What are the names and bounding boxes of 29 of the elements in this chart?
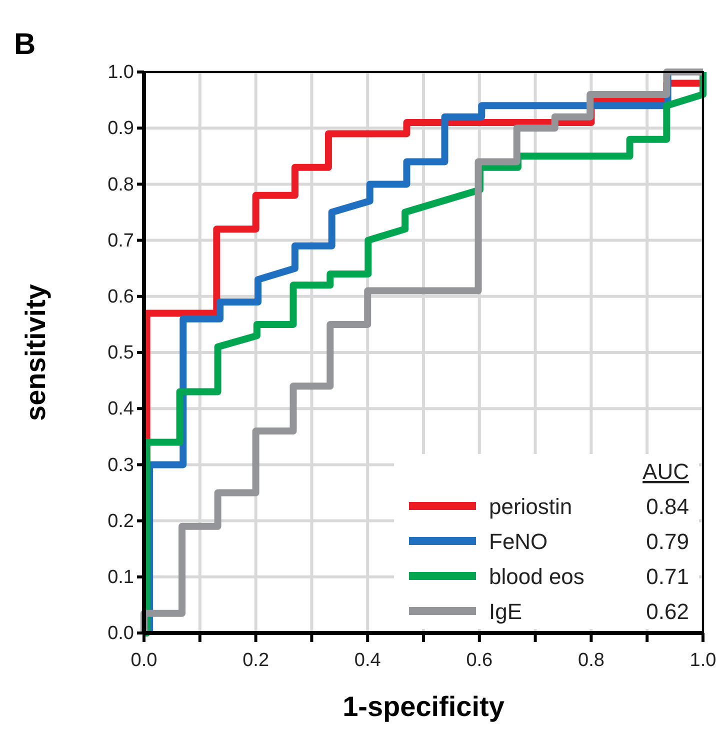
y-tick-label: 0.6 bbox=[108, 286, 134, 308]
y-tick-label: 0.1 bbox=[108, 566, 134, 588]
y-tick-label: 0.9 bbox=[108, 118, 134, 140]
x-tick-label: 0.0 bbox=[130, 650, 158, 671]
x-tick-label: 0.6 bbox=[466, 650, 493, 671]
legend-label: blood eos bbox=[489, 564, 584, 589]
y-tick-label: 0.8 bbox=[108, 174, 134, 196]
annotation: 0.84 bbox=[646, 494, 689, 519]
x-tick-label: 0.8 bbox=[578, 650, 604, 671]
x-axis-title: 1-specificity bbox=[342, 691, 505, 722]
y-tick-label: 0.4 bbox=[108, 398, 134, 420]
y-tick-label: 0.2 bbox=[108, 510, 134, 532]
annotation: 0.79 bbox=[646, 529, 689, 554]
x-tick-label: 0.2 bbox=[242, 650, 270, 671]
chart-title: B bbox=[14, 28, 36, 61]
y-tick-label: 0.0 bbox=[108, 623, 134, 644]
legend-label: IgE bbox=[489, 599, 522, 624]
legend-label: FeNO bbox=[489, 529, 548, 554]
annotation: 0.71 bbox=[646, 564, 689, 589]
x-tick-label: 0.4 bbox=[354, 650, 382, 671]
y-tick-label: 0.5 bbox=[108, 342, 134, 364]
y-tick-label: 0.7 bbox=[108, 230, 134, 252]
legend-label: periostin bbox=[489, 494, 572, 519]
y-tick-label: 0.3 bbox=[108, 454, 134, 476]
y-axis-title: sensitivity bbox=[20, 284, 51, 421]
annotation: 0.62 bbox=[646, 599, 689, 624]
legend-title: AUC bbox=[642, 459, 690, 484]
y-tick-label: 1.0 bbox=[108, 62, 134, 84]
x-tick-label: 1.0 bbox=[690, 650, 716, 671]
